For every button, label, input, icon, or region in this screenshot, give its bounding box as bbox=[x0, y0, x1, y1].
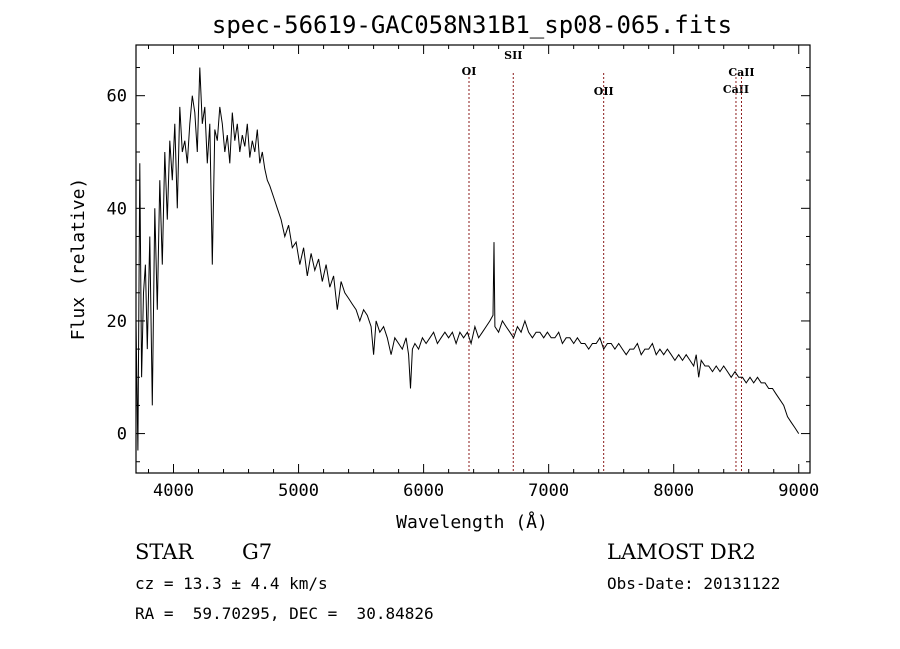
line-marker-label: OII bbox=[594, 85, 614, 98]
line-markers: OI SII OII CaII CaII bbox=[462, 49, 755, 473]
x-tick-label: 6000 bbox=[403, 481, 444, 501]
line-marker-label: CaII bbox=[723, 83, 749, 96]
object-class: STAR bbox=[135, 540, 194, 564]
plot-frame bbox=[135, 44, 811, 474]
observation-date: Obs-Date: 20131122 bbox=[607, 574, 781, 593]
spectrum-line bbox=[135, 67, 800, 451]
y-tick-label: 20 bbox=[107, 312, 127, 332]
x-axis-label: Wavelength (Å) bbox=[396, 511, 548, 533]
chart-title: spec-56619-GAC058N31B1_sp08-065.fits bbox=[212, 11, 732, 39]
survey-name: LAMOST DR2 bbox=[607, 540, 756, 564]
x-tick-label: 8000 bbox=[653, 481, 694, 501]
x-tick-label: 7000 bbox=[528, 481, 569, 501]
x-tick-label: 4000 bbox=[153, 481, 194, 501]
line-marker-label: CaII bbox=[728, 66, 754, 79]
object-subclass: G7 bbox=[242, 540, 273, 564]
line-marker-label: OI bbox=[462, 65, 477, 78]
coordinates-readout: RA = 59.70295, DEC = 30.84826 bbox=[135, 604, 434, 623]
y-tick-label: 60 bbox=[107, 87, 127, 107]
redshift-readout: cz = 13.3 ± 4.4 km/s bbox=[135, 574, 328, 593]
x-tick-label: 5000 bbox=[278, 481, 319, 501]
x-tick-label: 9000 bbox=[778, 481, 819, 501]
y-tick-label: 40 bbox=[107, 199, 127, 219]
line-marker-label: SII bbox=[504, 49, 522, 62]
axis-ticks: 4000 5000 6000 7000 8000 9000 0 20 40 60 bbox=[107, 45, 819, 501]
y-axis-label: Flux (relative) bbox=[68, 178, 89, 341]
y-tick-label: 0 bbox=[117, 425, 127, 445]
